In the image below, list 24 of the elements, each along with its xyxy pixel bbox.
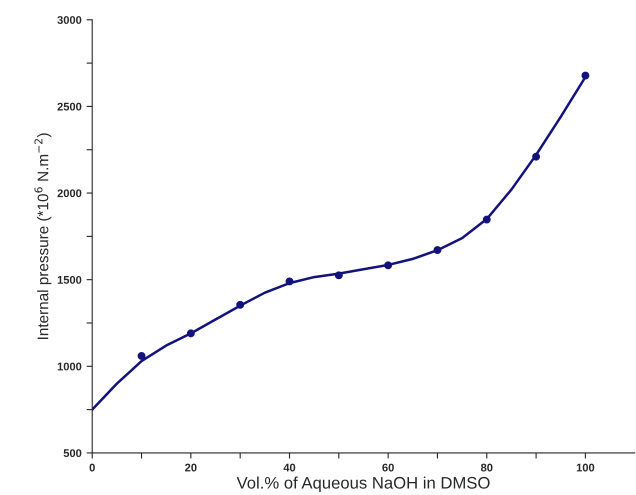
point <box>236 300 244 309</box>
y-tick-label: 2500 <box>57 102 82 111</box>
y-tick-label: 1000 <box>58 362 82 370</box>
point <box>532 152 540 161</box>
y-tick-label: 2000 <box>57 189 82 198</box>
y-axis-title: Internal pressure (*10$^{6}$ N.m$^{−2}$) <box>34 133 52 339</box>
point <box>334 271 343 280</box>
y-tick-label: 500 <box>64 449 82 458</box>
x-tick-label: 0 <box>90 464 95 472</box>
x-tick-label: 100 <box>576 464 594 472</box>
point <box>434 246 442 254</box>
x-tick-label: 60 <box>382 464 394 472</box>
point <box>384 261 392 270</box>
point <box>482 216 491 224</box>
x-tick-label: 40 <box>283 464 296 472</box>
point <box>186 329 195 338</box>
point <box>138 352 146 360</box>
point <box>286 277 294 286</box>
y-tick-label: 1500 <box>58 276 82 284</box>
y-tick-label: 3000 <box>57 16 82 24</box>
x-tick-label: 20 <box>185 464 197 472</box>
x-axis-title: Vol.% of Aqueous NaOH in DMSO <box>236 476 490 492</box>
x-tick-label: 80 <box>480 464 492 472</box>
point <box>581 72 590 80</box>
